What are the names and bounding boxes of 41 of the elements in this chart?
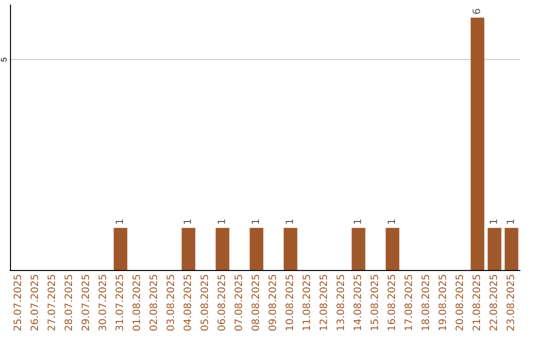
x-tick-label: 07.08.2025 bbox=[234, 274, 245, 332]
data-label: 1 bbox=[489, 218, 500, 225]
x-tick-label: 15.08.2025 bbox=[370, 274, 381, 332]
x-tick-label: 01.08.2025 bbox=[132, 274, 143, 332]
data-label: 1 bbox=[183, 218, 194, 225]
x-tick-label: 09.08.2025 bbox=[268, 274, 279, 332]
x-tick-label: 31.07.2025 bbox=[115, 274, 126, 332]
x-tick-label: 11.08.2025 bbox=[302, 274, 313, 332]
x-tick-label: 08.08.2025 bbox=[251, 274, 262, 332]
y-tick-label: 5 bbox=[0, 56, 8, 62]
x-tick-label: 06.08.2025 bbox=[217, 274, 228, 332]
data-label: 1 bbox=[217, 218, 228, 225]
data-label: 1 bbox=[506, 218, 517, 225]
x-tick-label: 05.08.2025 bbox=[200, 274, 211, 332]
x-tick-label: 04.08.2025 bbox=[183, 274, 194, 332]
x-tick-label: 29.07.2025 bbox=[81, 274, 92, 332]
x-tick-label: 17.08.2025 bbox=[404, 274, 415, 332]
data-label: 1 bbox=[115, 218, 126, 225]
x-tick-label: 16.08.2025 bbox=[387, 274, 398, 332]
data-label: 1 bbox=[285, 218, 296, 225]
x-tick-label: 26.07.2025 bbox=[30, 274, 41, 332]
x-tick-label: 19.08.2025 bbox=[438, 274, 449, 332]
x-tick-label: 02.08.2025 bbox=[149, 274, 160, 332]
x-tick-label: 30.07.2025 bbox=[98, 274, 109, 332]
x-tick-label: 22.08.2025 bbox=[489, 274, 500, 332]
x-tick-label: 12.08.2025 bbox=[319, 274, 330, 332]
x-tick-label: 03.08.2025 bbox=[166, 274, 177, 332]
x-tick-label: 18.08.2025 bbox=[421, 274, 432, 332]
x-tick-label: 21.08.2025 bbox=[472, 274, 483, 332]
x-tick-label: 10.08.2025 bbox=[285, 274, 296, 332]
x-tick-label: 25.07.2025 bbox=[13, 274, 24, 332]
x-tick-label: 14.08.2025 bbox=[353, 274, 364, 332]
data-label: 1 bbox=[353, 218, 364, 225]
data-label: 6 bbox=[472, 8, 483, 15]
x-tick-label: 27.07.2025 bbox=[47, 274, 58, 332]
x-tick-label: 20.08.2025 bbox=[455, 274, 466, 332]
data-label: 1 bbox=[387, 218, 398, 225]
x-tick-label: 13.08.2025 bbox=[336, 274, 347, 332]
x-tick-label: 23.08.2025 bbox=[506, 274, 517, 332]
data-label: 1 bbox=[251, 218, 262, 225]
x-tick-label: 28.07.2025 bbox=[64, 274, 75, 332]
